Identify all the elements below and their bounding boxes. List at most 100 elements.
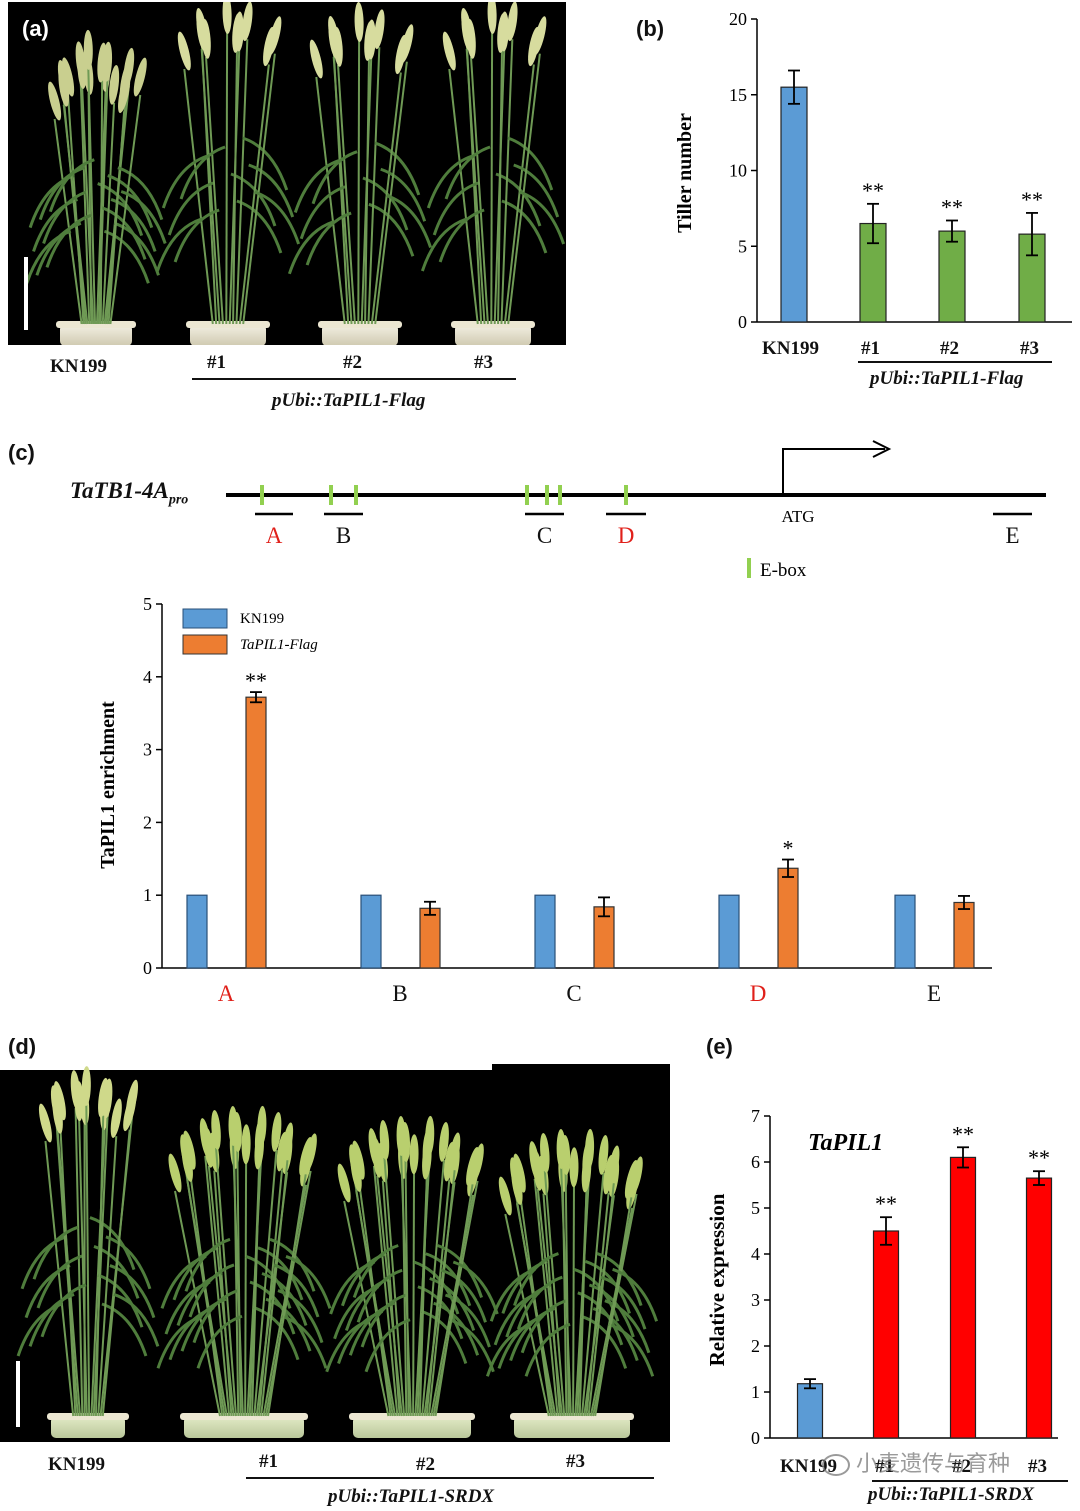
stem — [251, 1167, 261, 1417]
enrichment-tick-label: 5 — [143, 594, 152, 614]
flag-bar-E — [953, 901, 975, 969]
stem — [213, 1170, 233, 1417]
panel-a-label: (a) — [22, 16, 49, 41]
kn199-bar-B — [360, 894, 382, 969]
category-label-C: C — [566, 981, 581, 1006]
wheat-head — [271, 1111, 282, 1152]
panel-d-photo — [0, 1064, 670, 1442]
line-2-label-e: #2 — [952, 1456, 971, 1477]
wheat-head — [228, 1106, 238, 1147]
kn199-label-b: KN199 — [762, 338, 819, 359]
stem — [186, 1180, 228, 1417]
ebox-site — [329, 485, 333, 505]
stem — [174, 1190, 221, 1417]
region-label-E: E — [1005, 523, 1019, 548]
stem — [355, 1190, 397, 1417]
expression-tick-label: 3 — [751, 1290, 760, 1310]
region-label-B: B — [336, 523, 351, 548]
leaf — [501, 199, 548, 254]
stem — [381, 1180, 401, 1417]
leaf — [20, 1235, 67, 1290]
pot — [184, 1416, 304, 1438]
stem — [372, 1165, 399, 1417]
wheat-head — [181, 1142, 193, 1182]
stem — [215, 1147, 237, 1417]
wheat-head — [409, 1134, 419, 1175]
wheat-head — [581, 1152, 592, 1193]
stem — [594, 1197, 633, 1417]
wheat-head — [61, 57, 75, 97]
category-label-A: A — [218, 981, 235, 1006]
wheat-head — [400, 24, 414, 64]
stem — [490, 31, 494, 325]
stem — [367, 47, 381, 325]
tiller-tick-label: 15 — [729, 85, 747, 105]
region-label-C: C — [537, 523, 552, 548]
leaf — [100, 205, 147, 260]
pot-rim — [186, 321, 270, 328]
stem — [85, 1104, 91, 1417]
leaf — [513, 163, 560, 218]
wheat-head — [241, 1124, 251, 1165]
stem — [244, 1162, 248, 1417]
panel-a-photo — [8, 2, 566, 345]
significance-star: ** — [952, 1121, 974, 1146]
leaf — [36, 1254, 83, 1309]
stem — [357, 39, 361, 325]
scale-bar — [24, 257, 28, 330]
stem — [97, 1136, 118, 1417]
leaf — [32, 1225, 79, 1280]
significance-star: ** — [941, 194, 963, 219]
leaf — [40, 1283, 87, 1338]
leaf — [236, 199, 283, 254]
wheat-head — [268, 16, 282, 56]
tiller-bar-2 — [938, 230, 966, 323]
expression-tick-label: 7 — [751, 1106, 760, 1126]
leaf — [604, 1299, 651, 1354]
significance-star: * — [783, 836, 794, 861]
stem — [421, 1159, 445, 1417]
expression-bar-1 — [872, 1230, 900, 1439]
leaf — [103, 229, 150, 284]
wechat-icon — [822, 1454, 850, 1476]
kn199-bar-A — [186, 894, 208, 969]
promoter-name: TaTB1-4A — [70, 478, 169, 503]
stem — [78, 1119, 88, 1417]
tss-arrowhead — [872, 440, 892, 458]
wheat-head — [337, 1163, 351, 1203]
ebox-site — [558, 485, 562, 505]
stem — [572, 1185, 575, 1417]
leaf — [386, 194, 433, 248]
leaf — [109, 1264, 156, 1319]
kn199-bar-D — [718, 894, 740, 969]
wheat-head — [222, 2, 232, 34]
stem — [383, 1157, 406, 1417]
leaf — [356, 1268, 403, 1323]
wheat-head — [58, 66, 70, 107]
leaf — [107, 174, 154, 229]
pot-rim — [510, 1413, 634, 1420]
line-3-label-e: #3 — [1028, 1456, 1047, 1477]
leaf — [167, 181, 214, 236]
wheat-head — [540, 1132, 550, 1173]
expression-tick-label: 1 — [751, 1382, 760, 1402]
expression-tick-label: 0 — [751, 1428, 760, 1448]
pot-rim — [56, 321, 136, 328]
stem — [536, 1188, 564, 1417]
leaf — [28, 1292, 75, 1347]
pot — [51, 1416, 125, 1438]
leaf — [380, 167, 427, 222]
leaf — [105, 1235, 152, 1290]
leaf — [16, 1302, 63, 1357]
leaf — [513, 1252, 559, 1307]
leaf — [161, 154, 208, 209]
stem — [204, 1155, 231, 1417]
tiller-number-chart: Tiller number 0 5 10 15 20 ** ** ** — [674, 9, 1072, 332]
flag-bar-A — [245, 696, 267, 969]
stem — [101, 1129, 131, 1417]
leaf — [184, 1237, 231, 1292]
expression-bar-2 — [949, 1156, 977, 1439]
stem — [101, 102, 116, 325]
legend-label-kn199: KN199 — [240, 611, 284, 627]
wheat-head — [354, 2, 364, 42]
